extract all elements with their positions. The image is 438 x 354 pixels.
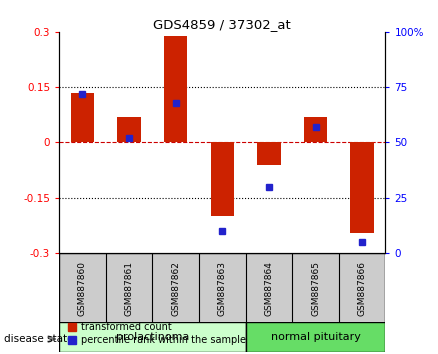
Bar [304,117,327,143]
FancyBboxPatch shape [246,322,385,352]
Text: GSM887861: GSM887861 [124,261,134,316]
Title: GDS4859 / 37302_at: GDS4859 / 37302_at [153,18,291,31]
FancyBboxPatch shape [59,253,385,324]
Text: prolactinoma: prolactinoma [116,332,189,342]
Bar [211,143,234,216]
Text: normal pituitary: normal pituitary [271,332,360,342]
Bar [350,143,374,233]
Text: GSM887863: GSM887863 [218,261,227,316]
Text: GSM887866: GSM887866 [358,261,367,316]
Bar [257,143,281,165]
Text: GSM887862: GSM887862 [171,261,180,316]
Legend: transformed count, percentile rank within the sample: transformed count, percentile rank withi… [64,319,249,349]
Bar [164,35,187,143]
Text: GSM887865: GSM887865 [311,261,320,316]
Text: disease state: disease state [4,334,74,344]
Bar [117,117,141,143]
FancyBboxPatch shape [59,322,246,352]
Text: GSM887860: GSM887860 [78,261,87,316]
Text: GSM887864: GSM887864 [265,261,273,316]
Bar [71,93,94,143]
